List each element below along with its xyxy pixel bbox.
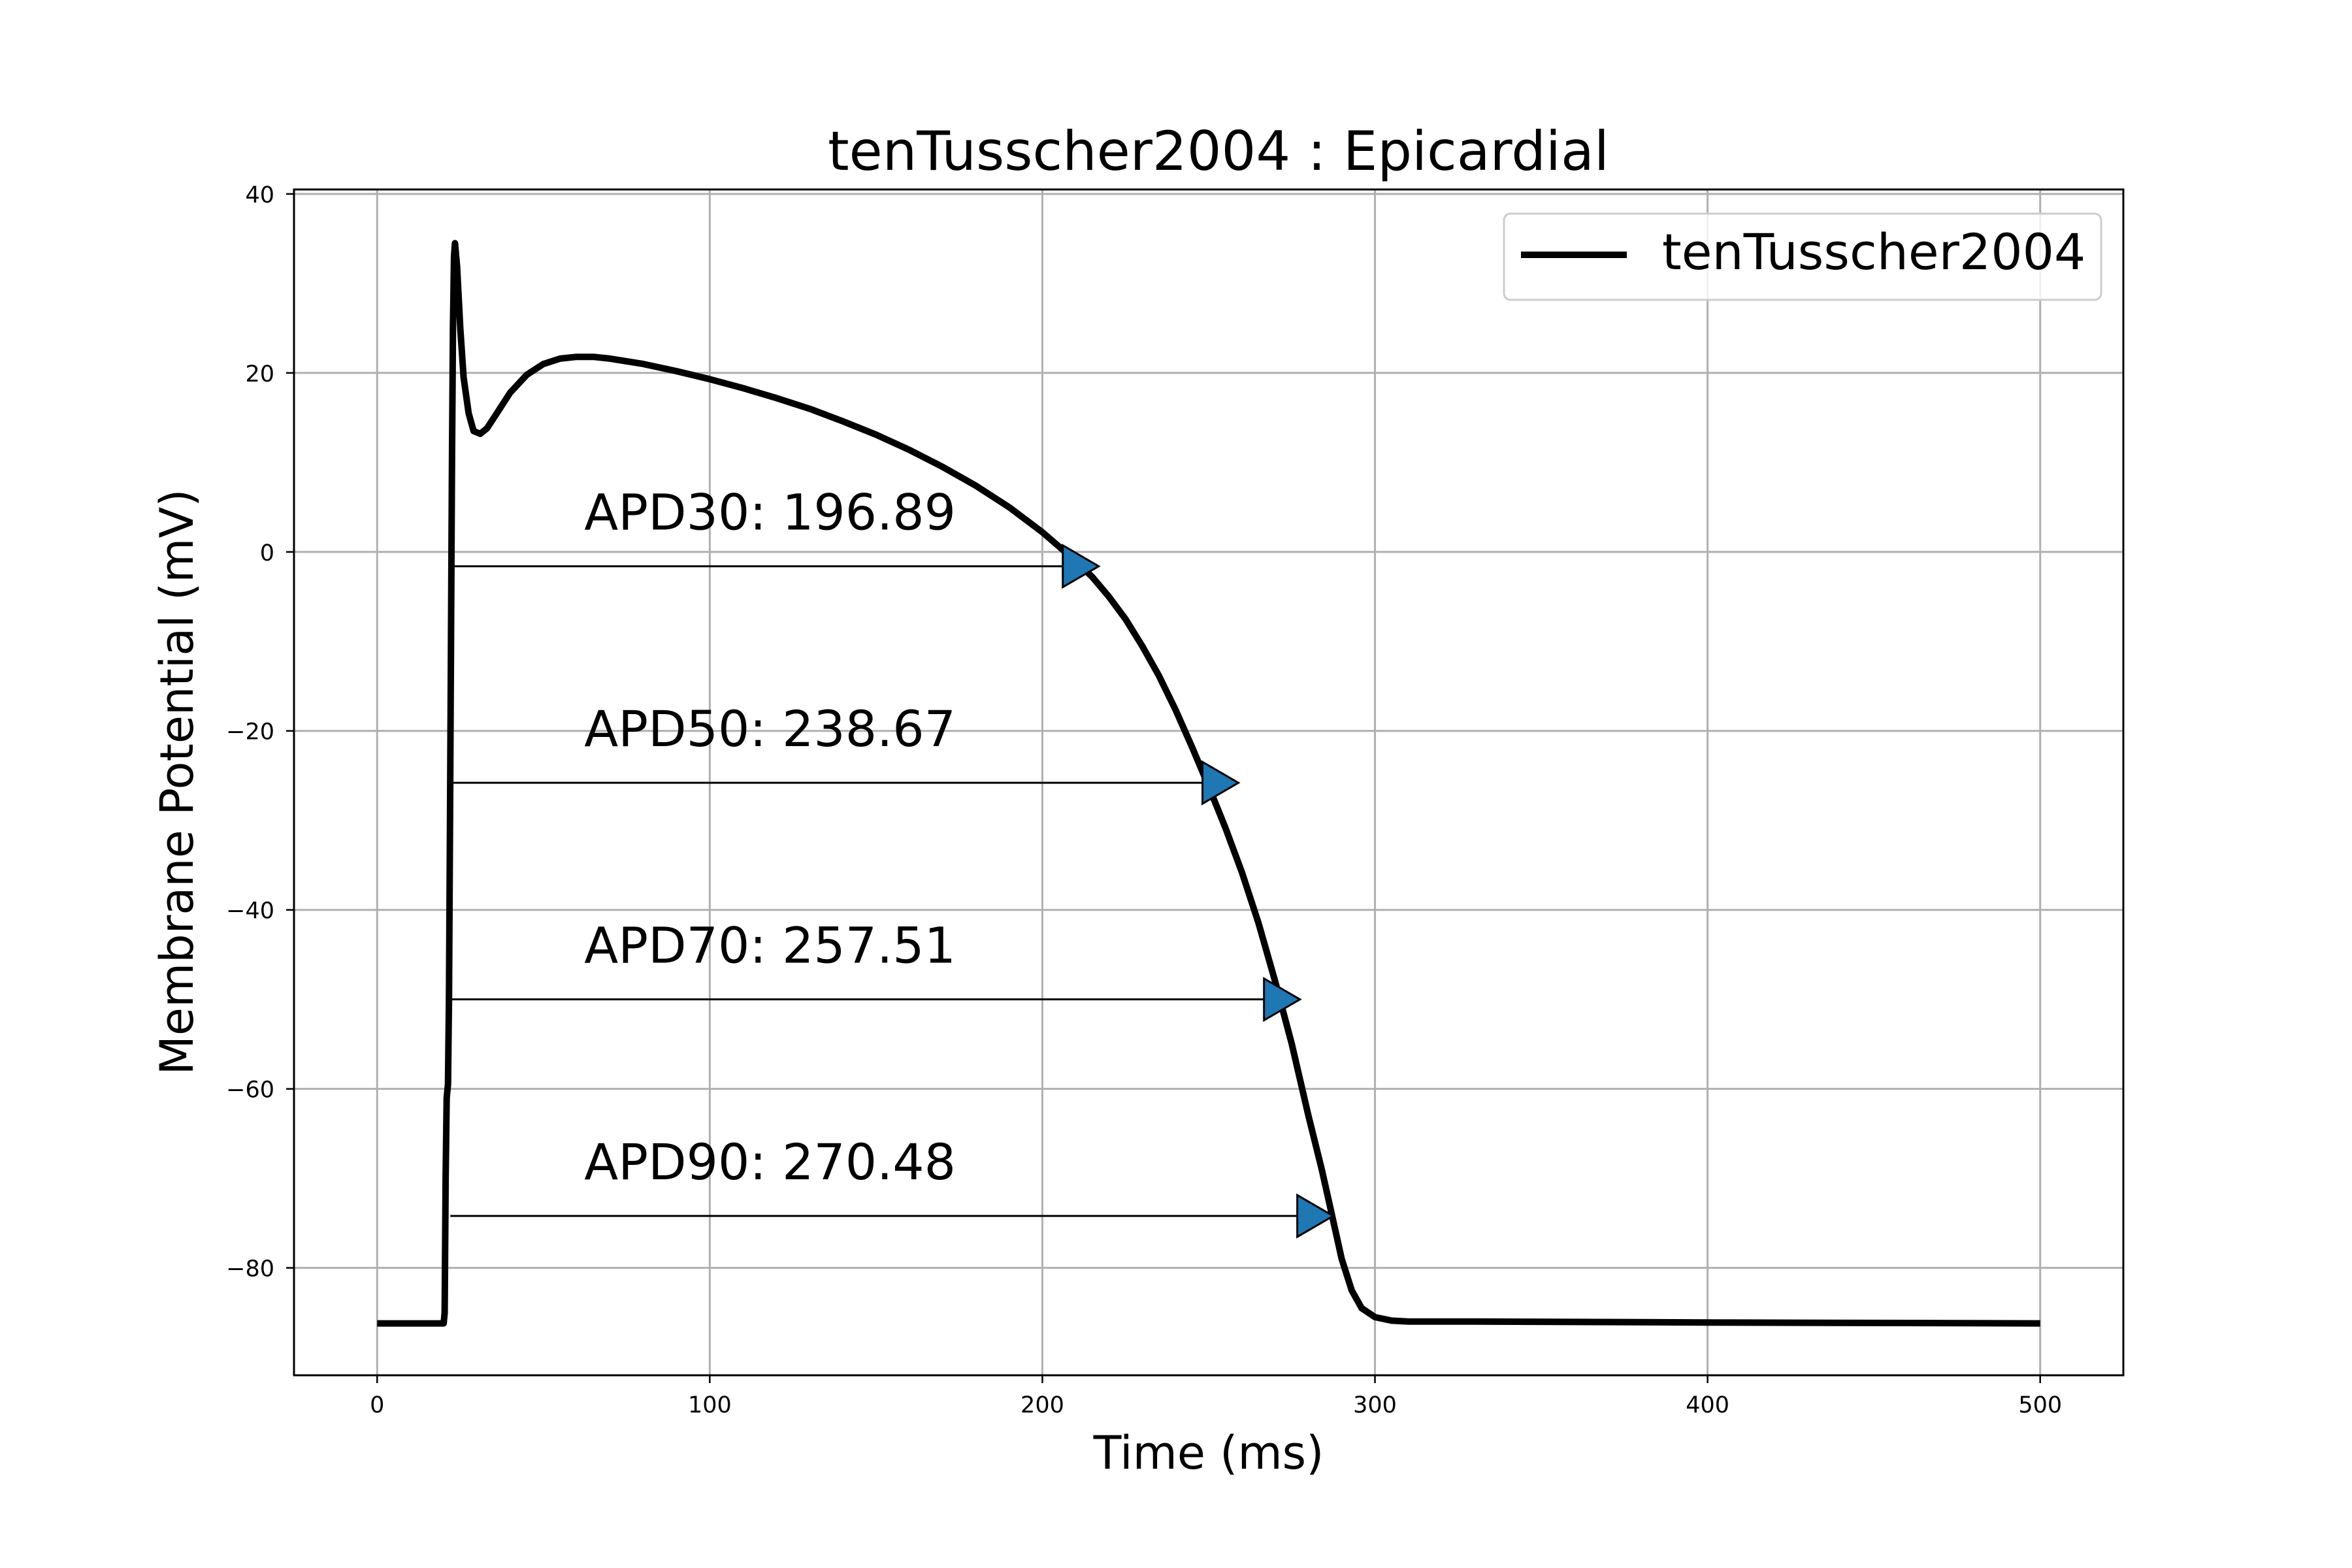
annotation-layer: APD30: 196.89 APD50: 238.67 APD70: 257.51 A… [450, 483, 1301, 1217]
legend-box [1503, 212, 2102, 301]
chart-title: tenTusscher2004 : Epicardial [828, 120, 1609, 183]
apd-arrow-marker [1201, 760, 1241, 806]
x-tick-label: 100 [688, 1392, 732, 1418]
y-tick-label: −20 [226, 719, 274, 745]
x-tick-label: 500 [2018, 1392, 2062, 1418]
x-tick-label: 0 [370, 1392, 384, 1418]
y-tick-label: −60 [226, 1077, 274, 1103]
series-line [377, 240, 2040, 1327]
x-axis-title: Time (ms) [1093, 1426, 1324, 1480]
y-axis-title: Membrane Potential (mV) [150, 489, 204, 1075]
apd-label: APD30: 196.89 [584, 483, 956, 542]
y-tick-label: −80 [226, 1256, 274, 1282]
y-tick-label: 0 [260, 540, 274, 566]
series-layer [377, 240, 2040, 1327]
y-tick-label: 40 [245, 182, 274, 208]
plot-frame [293, 188, 2125, 1377]
y-tick-label: −40 [226, 898, 274, 924]
apd-arrow-marker [1263, 977, 1302, 1022]
x-tick-label: 200 [1021, 1392, 1064, 1418]
y-tick-label: 20 [245, 361, 274, 387]
apd-label: APD70: 257.51 [584, 917, 956, 975]
apd-arrow-marker [1296, 1193, 1335, 1239]
legend-entry-label: tenTusscher2004 [1662, 223, 2085, 281]
apd-label: APD50: 238.67 [584, 700, 956, 758]
apd-label: APD90: 270.48 [584, 1133, 956, 1191]
x-tick-label: 400 [1686, 1392, 1729, 1418]
apd-arrow-marker [1062, 544, 1101, 589]
legend: tenTusscher2004 [1503, 212, 2102, 301]
x-tick-label: 300 [1353, 1392, 1397, 1418]
